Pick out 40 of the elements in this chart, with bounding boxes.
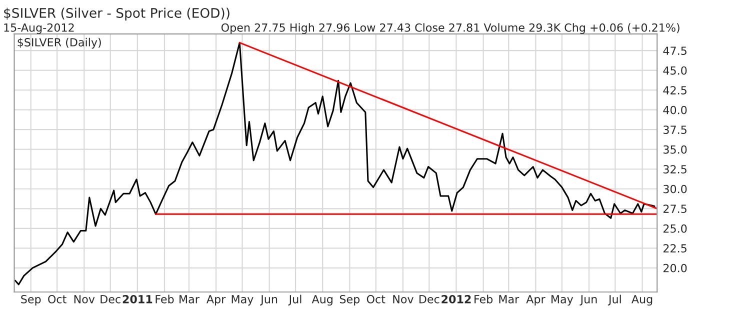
y-tick-label: 35.0 — [664, 145, 687, 154]
y-tick-label: 20.0 — [663, 264, 687, 272]
x-tick-label: Jun — [580, 295, 597, 306]
x-tick-label: Feb — [156, 294, 174, 304]
x-tick-label: Sep — [340, 294, 360, 306]
y-tick-label: 25.0 — [663, 224, 687, 233]
chart-title: $SILVER (Silver - Spot Price (EOD)) — [4, 8, 230, 20]
x-tick-label: Oct — [366, 294, 386, 304]
text: 15-Aug-2012 — [4, 23, 74, 34]
x-tick-label: Aug — [632, 295, 652, 306]
y-tick-label: 37.5 — [664, 126, 686, 134]
x-tick-label: May — [232, 295, 254, 306]
x-tick-label: Sep — [21, 294, 41, 306]
text: Open 27.75 High 27.96 Low 27.43 Close 27.81 Volume 29.3K Chg +0.06 (+0.21%) — [221, 23, 680, 34]
y-tick-label: 45.0 — [663, 66, 687, 75]
x-tick-label: Mar — [180, 295, 200, 304]
x-tick-label: Apr — [526, 295, 546, 306]
x-tick-label: Apr — [206, 295, 226, 306]
x-tick-label: 2011 — [122, 294, 152, 304]
x-tick-label: Aug — [312, 295, 332, 306]
y-tick-label: 32.5 — [664, 165, 686, 174]
y-tick-label: 22.5 — [663, 244, 686, 253]
x-tick-label: Nov — [74, 295, 95, 304]
x-tick-label: Jul — [288, 294, 302, 306]
annotation: $SILVER (Daily) — [18, 38, 101, 49]
y-tick-label: 42.5 — [663, 86, 686, 94]
x-tick-label: Jun — [260, 295, 278, 306]
y-tick-label: 30.0 — [664, 184, 687, 194]
x-tick-label: Dec — [100, 295, 120, 304]
y-tick-label: 40.0 — [663, 106, 687, 114]
x-tick-label: Mar — [499, 295, 520, 304]
y-tick-label: 27.5 — [663, 204, 686, 214]
x-tick-label: Nov — [393, 295, 414, 304]
x-tick-label: 2012 — [442, 294, 471, 304]
x-tick-label: Oct — [48, 294, 66, 304]
y-tick-label: 47.5 — [663, 46, 686, 55]
x-tick-label: Feb — [474, 294, 493, 304]
x-tick-label: Dec — [419, 295, 440, 304]
x-tick-label: May — [552, 295, 574, 306]
x-tick-label: Jul — [608, 294, 621, 306]
